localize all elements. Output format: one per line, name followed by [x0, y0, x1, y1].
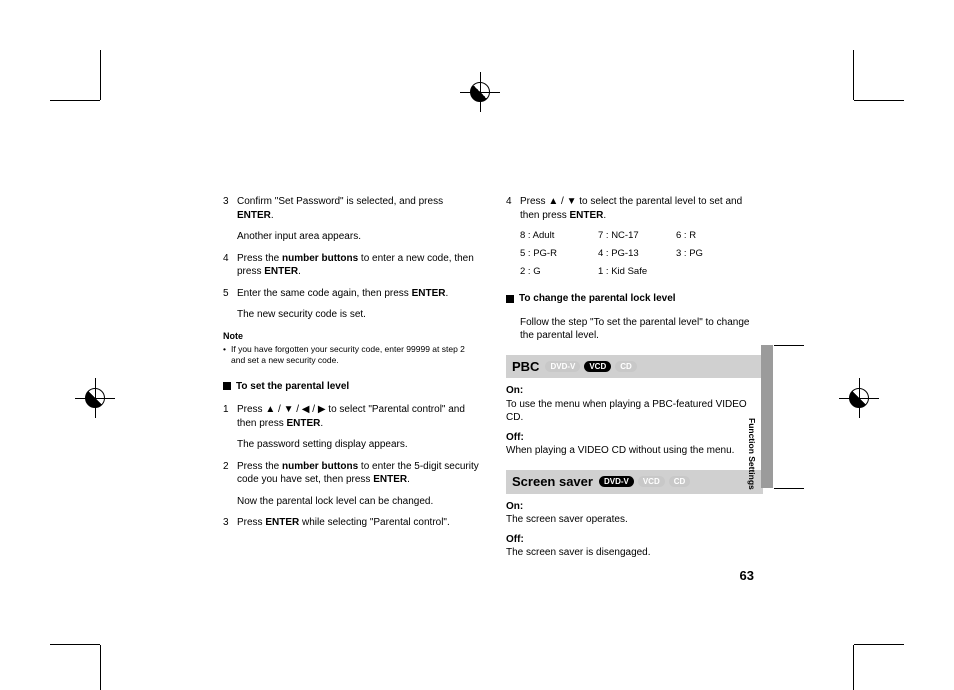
left-column: 3 Confirm "Set Password" is selected, an… [223, 195, 480, 595]
change-parental-body: Follow the step "To set the parental lev… [520, 316, 763, 343]
step-3: 3 Confirm "Set Password" is selected, an… [223, 195, 480, 222]
pbc-title: PBC [512, 358, 539, 376]
ratings-table: 8 : Adult7 : NC-176 : R 5 : PG-R4 : PG-1… [520, 230, 763, 278]
square-bullet-icon [506, 295, 514, 303]
step3-result: Another input area appears. [237, 230, 480, 244]
pbc-off-body: When playing a VIDEO CD without using th… [506, 444, 763, 458]
right-column: 4 Press ▲ / ▼ to select the parental lev… [506, 195, 763, 595]
step5-result: The new security code is set. [237, 308, 480, 322]
badge-vcd: VCD [638, 476, 665, 487]
note-body: • If you have forgotten your security co… [223, 344, 480, 366]
square-bullet-icon [223, 382, 231, 390]
pbc-on-body: To use the menu when playing a PBC-featu… [506, 398, 763, 425]
parental-step-2: 2 Press the number buttons to enter the … [223, 460, 480, 487]
step-5: 5 Enter the same code again, then press … [223, 287, 480, 301]
step-4: 4 Press the number buttons to enter a ne… [223, 252, 480, 279]
badge-dvdv: DVD-V [545, 361, 580, 372]
subhead-change-parental: To change the parental lock level [506, 292, 763, 306]
ss-off-body: The screen saver is disengaged. [506, 546, 763, 560]
number-buttons: number buttons [282, 253, 358, 264]
pbc-off-label: Off: [506, 431, 763, 445]
badge-cd: CD [615, 361, 637, 372]
enter-key: ENTER [237, 210, 271, 221]
parental-step-1: 1 Press ▲ / ▼ / ◀ / ▶ to select "Parenta… [223, 403, 480, 430]
page-number: 63 [740, 568, 754, 583]
side-label: Function Settings [747, 418, 757, 490]
arrow-keys-icon: ▲ / ▼ / ◀ / ▶ [265, 404, 325, 415]
manual-page: 3 Confirm "Set Password" is selected, an… [223, 195, 763, 595]
ss-on-label: On: [506, 500, 763, 514]
ss-title: Screen saver [512, 473, 593, 491]
side-tab [761, 345, 773, 488]
screensaver-section-bar: Screen saver DVD-V VCD CD [506, 470, 763, 494]
badge-cd: CD [669, 476, 691, 487]
badge-vcd: VCD [584, 361, 611, 372]
right-step-4: 4 Press ▲ / ▼ to select the parental lev… [506, 195, 763, 222]
p1-result: The password setting display appears. [237, 438, 480, 452]
badge-dvdv: DVD-V [599, 476, 634, 487]
ss-on-body: The screen saver operates. [506, 513, 763, 527]
parental-step-3: 3 Press ENTER while selecting "Parental … [223, 516, 480, 530]
p2-result: Now the parental lock level can be chang… [237, 495, 480, 509]
pbc-section-bar: PBC DVD-V VCD CD [506, 355, 763, 379]
arrow-updown-icon: ▲ / ▼ [548, 196, 576, 207]
ss-off-label: Off: [506, 533, 763, 547]
pbc-on-label: On: [506, 384, 763, 398]
note-heading: Note [223, 330, 480, 342]
step3-text: Confirm "Set Password" is selected, and … [237, 196, 443, 207]
subhead-set-parental: To set the parental level [223, 380, 480, 394]
